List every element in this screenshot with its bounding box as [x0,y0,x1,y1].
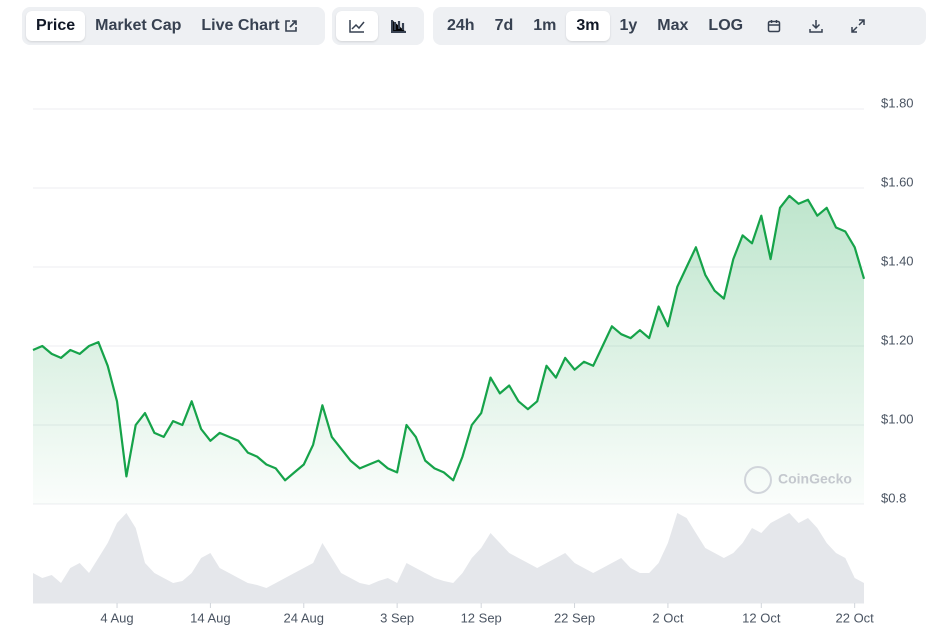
download-icon[interactable] [795,11,837,41]
y-tick-label: $1.40 [881,253,914,268]
volume-area [33,513,864,603]
x-tick-label: 22 Sep [554,610,595,625]
price-line [32,194,866,482]
tab-label: Live Chart [201,17,280,34]
watermark: CoinGecko [744,466,852,494]
x-tick-label: 3 Sep [380,610,414,625]
external-icon [284,20,297,32]
y-tick-label: $1.80 [881,95,914,110]
range[interactable]: 7d [494,17,514,34]
y-tick-label: $1.20 [881,332,914,347]
fullscreen-icon[interactable] [837,11,879,41]
range[interactable]: Max [657,17,689,34]
calendar-icon[interactable] [753,11,795,41]
chart-tabs: Price Market Cap Live Chart [22,7,325,45]
y-tick-label: $1.00 [881,411,914,426]
x-tick-label: 2 Oct [652,610,683,625]
range[interactable]: 1m [533,17,557,34]
range[interactable]: LOG [708,17,744,34]
x-tick-label: 12 Sep [461,610,502,625]
tab[interactable]: Market Cap [95,17,182,34]
watermark-text: CoinGecko [778,471,852,487]
x-tick-label: 4 Aug [100,610,133,625]
candle-icon[interactable] [378,11,420,41]
y-tick-label: $1.60 [881,174,914,189]
tab[interactable]: Price [26,11,86,41]
range[interactable]: 3m [566,11,610,41]
x-tick-label: 14 Aug [190,610,231,625]
price-area [33,195,864,504]
range-selector: 24h 7d 1m 3m 1y Max LOG [433,7,926,45]
range[interactable]: 24h [447,17,475,34]
chart: CoinGecko $1.80 $1.60 $1.40 $1.20 $1.00 $0.8 4… [32,95,914,625]
range[interactable]: 1y [619,17,638,34]
line-icon[interactable] [336,11,378,41]
x-tick-label: 22 Oct [836,610,875,625]
tab[interactable]: Live Chart [191,11,307,41]
chart-style [332,7,424,45]
x-tick-label: 12 Oct [742,610,781,625]
x-tick-label: 24 Aug [284,610,325,625]
y-tick-label: $0.8 [881,490,906,505]
